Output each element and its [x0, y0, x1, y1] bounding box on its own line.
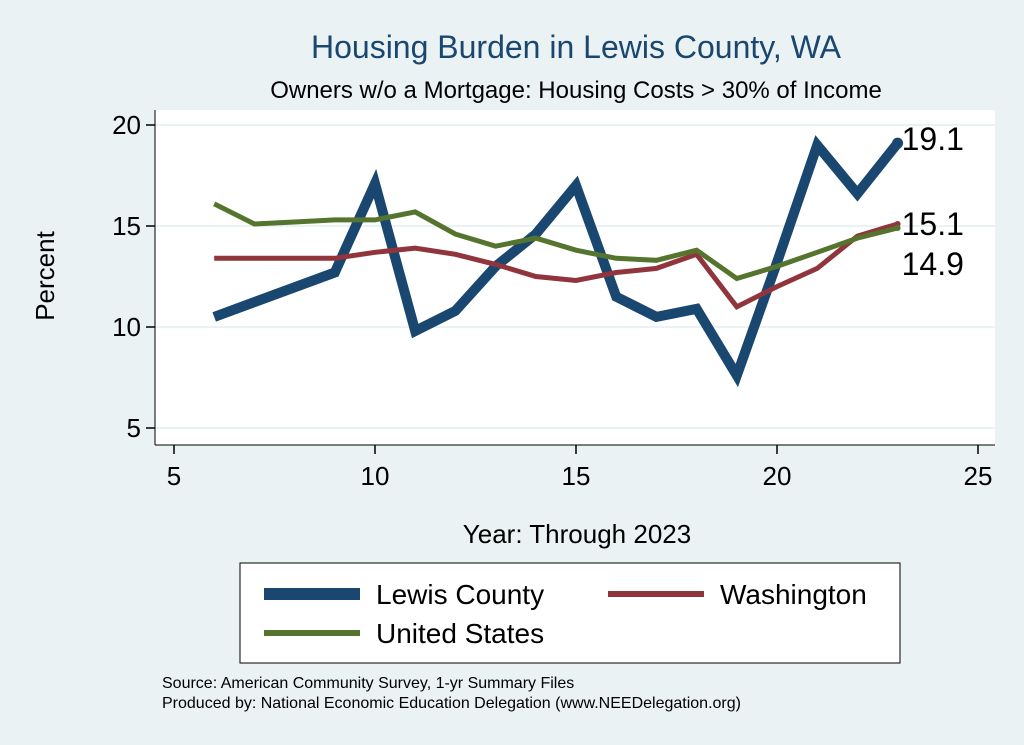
legend-label: United States — [376, 618, 544, 649]
legend-item-united-states: United States — [264, 618, 544, 649]
grid-lines — [155, 124, 995, 429]
producer-note: Produced by: National Economic Education… — [162, 695, 741, 712]
x-tick-label: 25 — [964, 461, 993, 491]
x-tick-label: 10 — [361, 461, 390, 491]
series-line-lewis-county — [212, 135, 902, 388]
x-tick-label: 20 — [763, 461, 792, 491]
series-lines — [212, 135, 904, 388]
series-line-washington — [214, 221, 899, 310]
legend-label: Lewis County — [376, 579, 544, 610]
chart-title: Housing Burden in Lewis County, WA — [311, 29, 842, 65]
series-end-marker-lewis-county — [892, 137, 904, 149]
y-tick-label: 5 — [127, 413, 141, 443]
end-label-washington: 15.1 — [902, 206, 964, 242]
y-tick-label: 20 — [112, 110, 141, 140]
source-note: Source: American Community Survey, 1-yr … — [162, 675, 574, 692]
end-label-united-states: 14.9 — [902, 246, 964, 282]
y-tick-label: 15 — [112, 211, 141, 241]
series-line-united-states — [213, 201, 899, 282]
x-tick-label: 15 — [562, 461, 591, 491]
x-tick-label: 5 — [167, 461, 181, 491]
axes: 5 10 15 20 5 10 15 20 25 — [112, 110, 995, 491]
y-axis-label: Percent — [30, 230, 60, 320]
chart-subtitle: Owners w/o a Mortgage: Housing Costs > 3… — [270, 77, 882, 104]
x-axis-label: Year: Through 2023 — [463, 519, 691, 549]
end-label-lewis-county: 19.1 — [902, 121, 964, 157]
plot-area — [155, 110, 995, 445]
legend-item-lewis-county: Lewis County — [264, 579, 544, 610]
legend-box — [239, 562, 901, 664]
legend-label: Washington — [720, 579, 867, 610]
series-end-marker-united-states — [894, 225, 901, 232]
end-labels: 19.1 15.1 14.9 — [902, 121, 964, 282]
y-tick-label: 10 — [112, 312, 141, 342]
legend-item-washington: Washington — [608, 579, 867, 610]
